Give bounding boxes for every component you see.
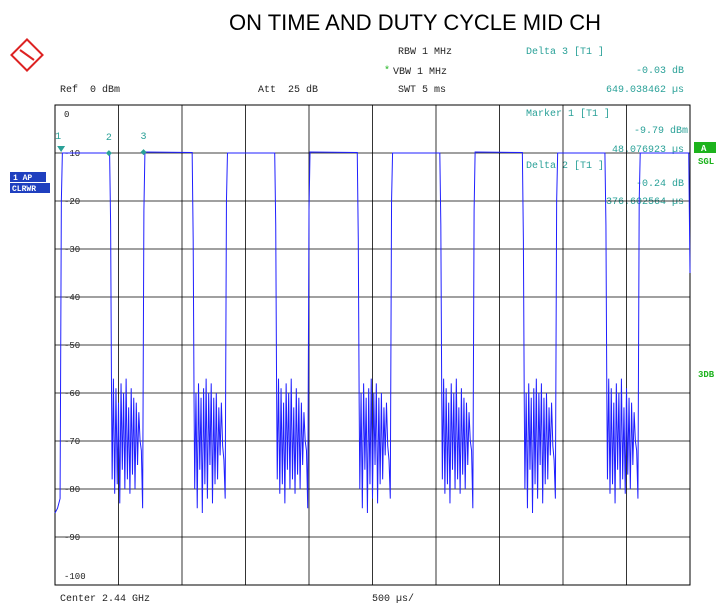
marker-label: 1 <box>55 132 61 143</box>
marker-label: 3 <box>141 132 147 143</box>
trace-mode: 1 AP <box>13 174 32 183</box>
readout: Ref 0 dBm <box>60 84 120 96</box>
logo <box>10 38 44 72</box>
y-tick-label: -30 <box>64 245 80 255</box>
y-tick-label: -40 <box>64 293 80 303</box>
side-label: 3DB <box>698 370 715 380</box>
trace-badge <box>10 172 46 182</box>
y-tick-label: -70 <box>64 437 80 447</box>
side-badge <box>694 142 716 153</box>
title: ON TIME AND DUTY CYCLE MID CH <box>229 10 601 35</box>
readout: -0.03 dB <box>636 65 684 77</box>
marker <box>105 150 112 157</box>
trace <box>54 151 691 514</box>
y-tick-label: -50 <box>64 341 80 351</box>
readout: Marker 1 [T1 ] <box>526 108 610 120</box>
readout: SWT 5 ms <box>398 85 446 96</box>
y-tick-label: -10 <box>64 149 80 159</box>
marker <box>57 145 66 152</box>
readout: VBW 1 MHz <box>393 67 447 78</box>
readout: 649.038462 µs <box>606 85 684 96</box>
trace-badge <box>10 183 50 193</box>
y-tick-label: 0 <box>64 110 69 120</box>
y-tick-label: -90 <box>64 533 80 543</box>
side-label: SGL <box>698 157 714 167</box>
side-label: A <box>701 144 707 154</box>
readout: 48.076923 µs <box>612 145 684 156</box>
y-tick-label: -100 <box>64 572 86 582</box>
readout: Delta 3 [T1 ] <box>526 46 604 58</box>
readout: Att 25 dB <box>258 84 318 96</box>
readout: 376.602564 µs <box>606 197 684 208</box>
readout: Center 2.44 GHz <box>60 594 150 605</box>
readout: -9.79 dBm <box>634 125 688 137</box>
readout: 500 µs/ <box>372 593 414 605</box>
y-tick-label: -60 <box>64 389 80 399</box>
marker <box>140 149 147 156</box>
trace-detector: CLRWR <box>12 185 36 194</box>
readout: * <box>384 65 390 77</box>
readout: Delta 2 [T1 ] <box>526 160 604 172</box>
y-tick-label: -80 <box>64 485 80 495</box>
y-tick-label: -20 <box>64 197 80 207</box>
readout: RBW 1 MHz <box>398 47 452 58</box>
marker-label: 2 <box>106 133 112 144</box>
readout: -0.24 dB <box>636 178 684 190</box>
